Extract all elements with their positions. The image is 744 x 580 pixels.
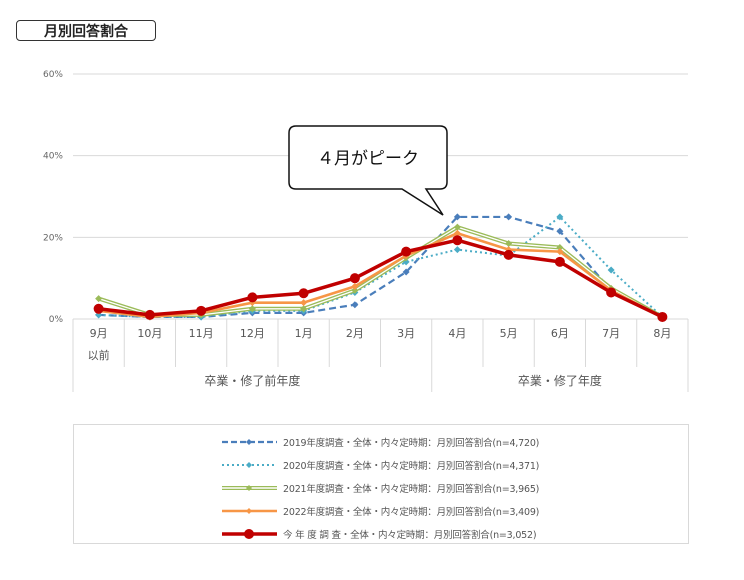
data-point — [349, 273, 360, 284]
series-line — [95, 223, 666, 321]
x-tick-label: 1月 — [295, 327, 313, 340]
data-point — [453, 246, 461, 254]
series-line — [93, 235, 668, 322]
data-point — [298, 288, 309, 299]
x-tick-label: 4月 — [448, 327, 466, 340]
solid-line-diamond-icon — [222, 508, 277, 514]
double-line-diamond-icon — [222, 485, 277, 491]
x-tick-label: 6月 — [551, 327, 569, 340]
chart-title: 月別回答割合 — [16, 20, 156, 41]
data-point — [554, 256, 565, 267]
dashed-line-diamond-icon — [222, 439, 277, 445]
legend-item-2022: 2022年度調査・全体・内々定時期：月別回答割合(n=3,409) — [222, 502, 539, 520]
x-tick-label: 12月 — [240, 327, 265, 340]
data-point — [300, 305, 308, 313]
legend-label: 2021年度調査・全体・内々定時期：月別回答割合(n=3,965) — [283, 484, 540, 495]
x-tick-label: 5月 — [500, 327, 518, 340]
data-point — [300, 299, 308, 307]
data-point — [453, 213, 461, 221]
data-point — [505, 239, 513, 247]
x-tick-label: 3月 — [397, 327, 415, 340]
bold-line-circle-icon — [222, 529, 277, 539]
speech-bubble — [288, 125, 448, 216]
chart-legend: 2019年度調査・全体・内々定時期：月別回答割合(n=4,720) 2020年度… — [73, 424, 689, 544]
legend-item-2021: 2021年度調査・全体・内々定時期：月別回答割合(n=3,965) — [222, 479, 539, 497]
legend-label: 2019年度調査・全体・内々定時期：月別回答割合(n=4,720) — [283, 438, 540, 449]
data-point — [505, 213, 513, 221]
data-point — [247, 292, 258, 303]
dotted-line-diamond-icon — [222, 462, 277, 468]
legend-item-2020: 2020年度調査・全体・内々定時期：月別回答割合(n=4,371) — [222, 456, 539, 474]
legend-label: 2022年度調査・全体・内々定時期：月別回答割合(n=3,409) — [283, 507, 540, 518]
legend-item-2019: 2019年度調査・全体・内々定時期：月別回答割合(n=4,720) — [222, 433, 539, 451]
data-point — [556, 248, 564, 256]
y-tick-label: 60% — [43, 70, 63, 80]
data-point — [452, 235, 463, 246]
data-point — [351, 286, 359, 294]
legend-label: 2020年度調査・全体・内々定時期：月別回答割合(n=4,371) — [283, 461, 540, 472]
data-point — [503, 249, 514, 260]
legend-label: 今 年 度 調 査・全体・内々定時期：月別回答割合(n=3,052) — [283, 530, 537, 541]
data-point — [556, 213, 564, 221]
y-axis-labels: 0% 20% 40% 60% — [43, 70, 63, 325]
x-tick-label: 7月 — [602, 327, 620, 340]
data-series — [93, 213, 668, 322]
data-point — [453, 229, 461, 237]
data-point — [402, 268, 410, 276]
x-group-label: 卒業・修了年度 — [518, 373, 602, 388]
callout-text: ４月がピーク — [317, 149, 419, 169]
data-point — [606, 287, 617, 298]
callout-annotation: ４月がピーク — [288, 125, 448, 216]
data-point — [93, 303, 104, 314]
data-point — [657, 311, 668, 322]
data-point — [556, 227, 564, 235]
legend-item-this-year: 今 年 度 調 査・全体・内々定時期：月別回答割合(n=3,052) — [222, 525, 537, 543]
x-tick-label: 2月 — [346, 327, 364, 340]
data-point — [401, 246, 412, 257]
x-group-label: 卒業・修了前年度 — [204, 373, 300, 388]
data-point — [248, 305, 256, 313]
data-point — [556, 244, 564, 252]
data-point — [453, 223, 461, 231]
data-point — [607, 266, 615, 274]
x-tick-label: 8月 — [653, 327, 671, 340]
data-point — [351, 301, 359, 309]
data-point — [196, 305, 207, 316]
x-tick-label: 9月 — [90, 327, 108, 340]
data-point — [144, 309, 155, 320]
x-tick-label: 10月 — [137, 327, 162, 340]
x-tick-label: 11月 — [189, 327, 214, 340]
data-point — [351, 282, 359, 290]
data-point — [95, 295, 103, 303]
y-tick-label: 40% — [43, 152, 63, 162]
x-tick-label-line2: 以前 — [88, 348, 110, 362]
y-tick-label: 0% — [49, 315, 64, 325]
y-tick-label: 20% — [43, 233, 63, 243]
